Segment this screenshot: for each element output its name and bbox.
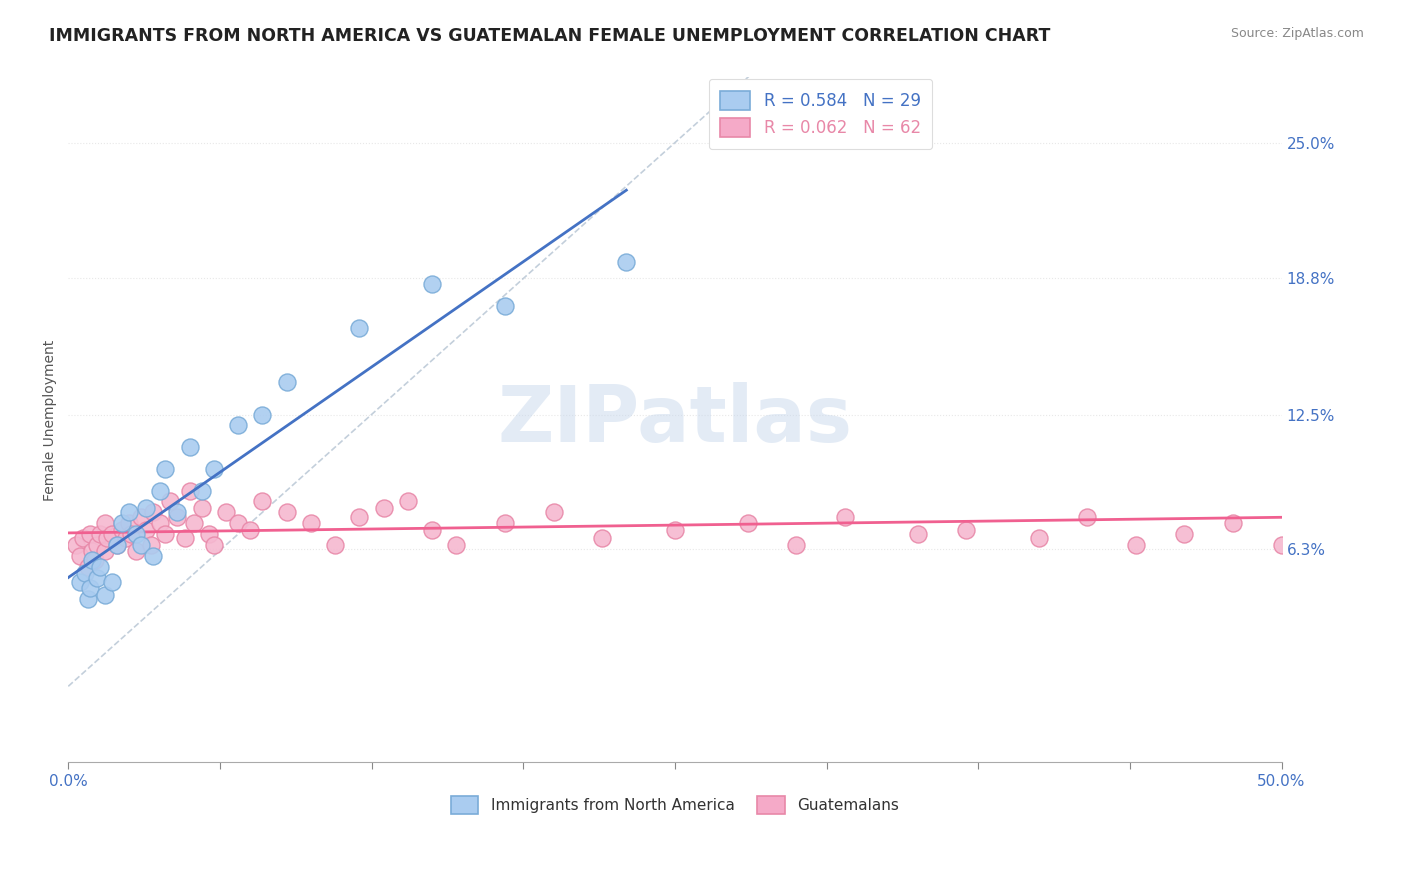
Point (129, 509, 152, 524)
Point (198, 527, 221, 541)
Point (142, 505, 165, 519)
Point (420, 277, 443, 291)
Point (166, 505, 188, 519)
Point (299, 516, 322, 531)
Point (239, 523, 262, 537)
Point (110, 516, 132, 531)
Point (76, 559, 98, 574)
Point (1125, 538, 1147, 552)
Point (323, 538, 346, 552)
Point (1270, 538, 1292, 552)
Point (118, 505, 141, 519)
Text: Source: ZipAtlas.com: Source: ZipAtlas.com (1230, 27, 1364, 40)
Point (179, 440, 201, 454)
Point (135, 501, 157, 516)
Point (190, 483, 212, 498)
Point (226, 418, 249, 433)
Point (396, 494, 419, 508)
Point (226, 516, 249, 531)
Point (202, 538, 225, 552)
Text: ZIPatlas: ZIPatlas (498, 382, 852, 458)
Point (1392, 523, 1406, 537)
Point (955, 523, 977, 537)
Point (93, 588, 115, 602)
Point (215, 505, 238, 519)
Text: IMMIGRANTS FROM NORTH AMERICA VS GUATEMALAN FEMALE UNEMPLOYMENT CORRELATION CHAR: IMMIGRANTS FROM NORTH AMERICA VS GUATEMA… (49, 27, 1050, 45)
Point (1076, 509, 1098, 524)
Point (84, 553, 107, 567)
Point (1173, 527, 1195, 541)
Point (89, 527, 111, 541)
Point (149, 516, 172, 531)
Point (125, 527, 148, 541)
Point (276, 375, 298, 389)
Point (190, 501, 212, 516)
Point (179, 483, 201, 498)
Point (72, 532, 94, 546)
Point (69, 549, 91, 563)
Point (1319, 418, 1341, 433)
Legend: Immigrants from North America, Guatemalans: Immigrants from North America, Guatemala… (441, 788, 908, 823)
Point (276, 505, 298, 519)
Point (614, 255, 637, 269)
Point (75, 566, 97, 581)
Point (173, 532, 195, 546)
Point (591, 532, 613, 546)
Point (139, 538, 162, 552)
Point (86, 538, 108, 552)
Point (79, 582, 101, 596)
Y-axis label: Female Unemployment: Female Unemployment (44, 339, 58, 500)
Point (76, 592, 98, 607)
Point (86, 571, 108, 585)
Point (96, 532, 118, 546)
Point (202, 462, 225, 476)
Point (1222, 516, 1244, 531)
Point (252, 494, 274, 508)
Point (664, 523, 686, 537)
Point (65, 538, 87, 552)
Point (79, 527, 101, 541)
Point (101, 527, 124, 541)
Point (110, 523, 132, 537)
Point (494, 299, 516, 313)
Point (420, 523, 443, 537)
Point (101, 574, 124, 589)
Point (373, 501, 395, 516)
Point (159, 494, 181, 508)
Point (349, 320, 371, 334)
Point (446, 538, 468, 552)
Point (149, 483, 172, 498)
Point (1028, 532, 1050, 546)
Point (82, 553, 104, 567)
Point (115, 532, 138, 546)
Point (155, 527, 177, 541)
Point (142, 549, 165, 563)
Point (129, 538, 152, 552)
Point (907, 527, 929, 541)
Point (93, 544, 115, 558)
Point (543, 505, 565, 519)
Point (737, 516, 759, 531)
Point (349, 509, 371, 524)
Point (183, 516, 205, 531)
Point (105, 538, 128, 552)
Point (69, 574, 91, 589)
Point (82, 544, 104, 558)
Point (118, 516, 141, 531)
Point (834, 509, 856, 524)
Point (252, 408, 274, 422)
Point (120, 527, 142, 541)
Point (785, 538, 807, 552)
Point (105, 538, 128, 552)
Point (166, 509, 188, 524)
Point (93, 516, 115, 531)
Point (135, 523, 157, 537)
Point (125, 544, 148, 558)
Point (494, 516, 516, 531)
Point (89, 559, 111, 574)
Point (155, 462, 177, 476)
